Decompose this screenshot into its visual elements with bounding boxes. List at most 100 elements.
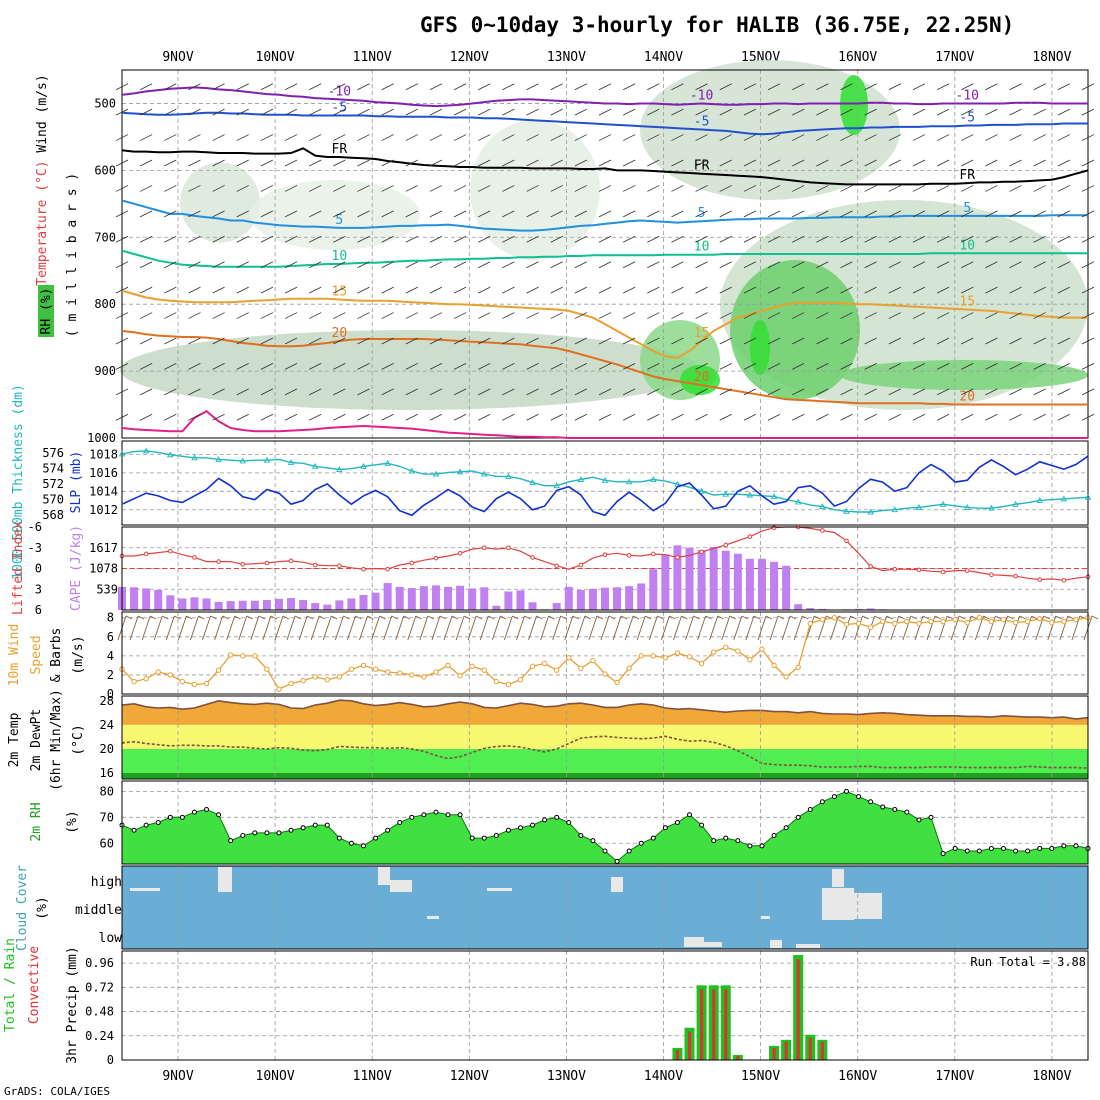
wind-speed-marker xyxy=(698,660,705,667)
wind-speed-marker xyxy=(143,676,149,682)
cape-axis-label: CAPE (J/kg) xyxy=(69,525,84,611)
axis-label-part: 2m Temp xyxy=(7,712,22,767)
rh-shade-region xyxy=(840,360,1088,390)
wind-barb xyxy=(671,286,684,294)
wind-speed-marker xyxy=(735,648,741,654)
wind-barb xyxy=(622,413,636,421)
wind-axis-label-b: Speed xyxy=(29,635,44,674)
rh-marker xyxy=(699,822,705,828)
wind-barb-10m-flag xyxy=(898,615,906,620)
wind-barb-10m xyxy=(986,615,996,641)
wind-barb-10m-flag xyxy=(258,615,266,620)
wind-barb xyxy=(188,210,201,218)
thickness-marker xyxy=(384,459,391,466)
wind-barb xyxy=(961,337,974,345)
wind-barb xyxy=(1081,413,1095,421)
wind-barb xyxy=(622,388,636,396)
wind-barb xyxy=(309,337,322,345)
lifted-index-marker xyxy=(964,568,970,573)
wind-barb xyxy=(526,235,539,243)
wind-barb xyxy=(792,261,805,269)
wind-barb-10m-flag xyxy=(403,615,410,620)
wind-speed-marker xyxy=(481,667,487,673)
wind-barb xyxy=(719,312,732,319)
cape-bar xyxy=(287,598,296,610)
lifted-index-marker xyxy=(747,534,753,539)
cloud-patch xyxy=(770,940,782,948)
wind-barb xyxy=(405,413,418,421)
wind-barb-10m xyxy=(503,615,513,641)
wind-barb xyxy=(478,235,491,243)
wind-barb xyxy=(115,413,129,421)
wind-barb-10m-flag xyxy=(512,615,519,620)
wind-barb-10m xyxy=(214,615,224,641)
wind-barb xyxy=(792,83,805,91)
wind-barb xyxy=(767,413,781,421)
upper-air-panel: -10-10-10-5-5-5FRFRFR5551010101515152020… xyxy=(35,60,1095,445)
wind-speed-marker xyxy=(469,663,475,670)
wind-barb-10m xyxy=(395,615,405,641)
wind-barb-10m xyxy=(479,615,489,641)
temp-area xyxy=(122,700,1088,725)
wind-barb xyxy=(840,235,853,243)
wind-barb xyxy=(864,261,877,269)
rh-marker xyxy=(409,814,415,820)
axis-label-part: Temperature (°C) xyxy=(35,160,50,285)
wind-barb xyxy=(985,108,998,116)
rh-marker xyxy=(868,799,874,805)
cape-bar xyxy=(166,595,175,610)
slp-frame xyxy=(121,440,1089,526)
lifted-index-marker xyxy=(820,528,825,533)
wind-barb xyxy=(1057,261,1071,269)
wind-barb xyxy=(550,363,563,370)
wind-barb xyxy=(260,83,274,91)
wind-barb xyxy=(574,185,588,192)
wind-barb xyxy=(236,108,249,116)
wind-speed-marker xyxy=(541,660,548,667)
isotherm-label: 20 xyxy=(694,370,710,385)
wind-barb xyxy=(985,210,998,218)
cloud-background xyxy=(122,866,1088,949)
rh-tick-label: 60 xyxy=(100,836,114,850)
wind-barb xyxy=(767,134,781,141)
wind-barb xyxy=(647,83,660,91)
rh-marker xyxy=(650,835,656,841)
wind-barb-10m-flag xyxy=(765,615,773,620)
isotherm-label: 20 xyxy=(959,390,975,405)
wind-barb xyxy=(405,108,418,116)
rh-marker xyxy=(481,835,487,841)
wind-barb xyxy=(550,312,563,319)
wind-speed-marker xyxy=(1073,616,1079,623)
rh-marker xyxy=(300,825,306,831)
wind-barb xyxy=(381,312,394,319)
wind-barb xyxy=(1009,363,1022,370)
cape-bar xyxy=(395,586,404,610)
wind-barb xyxy=(1033,235,1046,243)
rh-shade-region xyxy=(180,162,260,243)
precip-convective-bar xyxy=(808,1037,812,1060)
thickness-marker xyxy=(1084,493,1092,500)
wind-barb-10m-flag xyxy=(958,615,966,620)
wind-barb xyxy=(236,159,249,167)
wind-barb xyxy=(816,388,829,396)
wind-barb xyxy=(1033,413,1046,421)
wind-barb-10m xyxy=(878,615,888,641)
wind-barb-10m-flag xyxy=(596,615,604,620)
temp-axis-label-d: (°C) xyxy=(71,724,86,755)
rh-marker xyxy=(723,835,729,841)
wind-barb xyxy=(502,261,515,269)
wind-barb-10m-flag xyxy=(874,615,881,620)
top-date-label: 16NOV xyxy=(838,50,877,65)
wind-barb xyxy=(840,210,853,218)
wind-speed-marker xyxy=(602,671,608,677)
wind-barb-10m xyxy=(1011,615,1020,641)
wind-barb xyxy=(333,388,346,396)
temp-tick-label: 16 xyxy=(100,766,114,780)
wind-speed-marker xyxy=(783,674,789,680)
wind-barb xyxy=(1009,388,1022,396)
wind-barb xyxy=(453,108,467,116)
cloud-level-label: low xyxy=(99,931,123,946)
wind-barb xyxy=(985,261,998,269)
wind-barb xyxy=(333,108,346,116)
wind-barb-10m xyxy=(359,615,368,641)
